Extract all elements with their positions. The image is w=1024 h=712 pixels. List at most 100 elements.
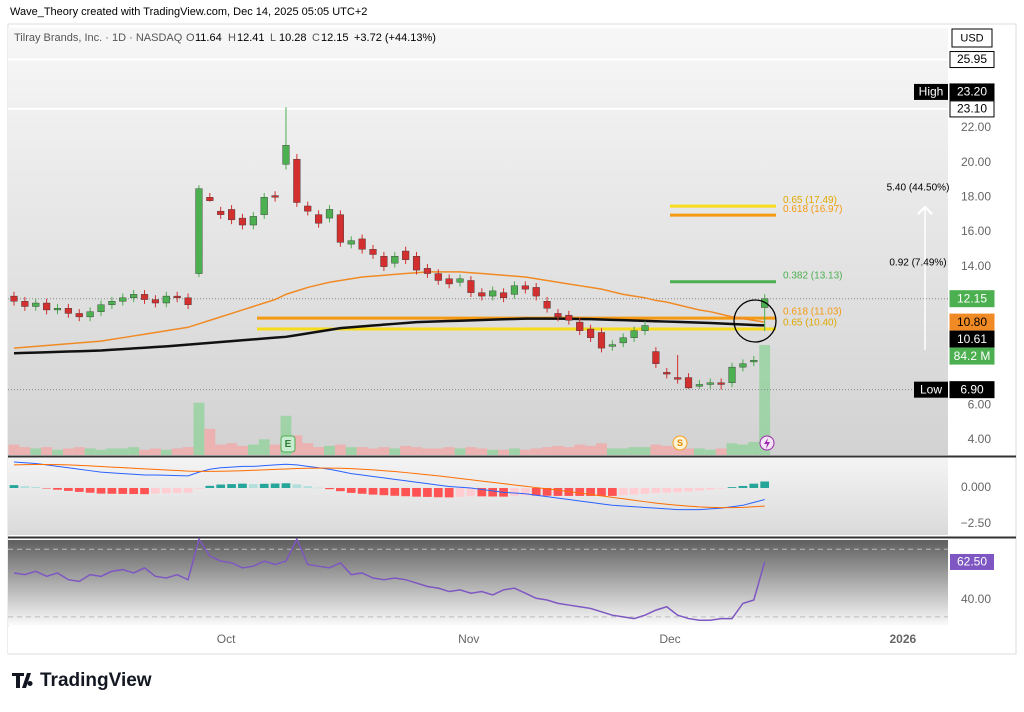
macd-line <box>13 461 765 511</box>
volume-bar <box>552 445 564 455</box>
macd-histogram <box>401 487 411 497</box>
fib-label: 0.618 (16.97) <box>783 204 843 215</box>
candle-body <box>652 351 660 364</box>
macd-histogram <box>74 487 84 492</box>
macd-histogram <box>292 484 302 488</box>
price-pane <box>8 28 948 455</box>
macd-histogram <box>118 487 128 494</box>
volume-bar <box>73 447 85 455</box>
logo-text: TradingView <box>40 670 152 691</box>
volume-bar <box>487 449 499 455</box>
volume-bar <box>193 402 205 455</box>
candle-body <box>162 295 170 304</box>
candle-body <box>130 294 138 299</box>
legend-key: O <box>186 32 195 44</box>
volume-bar <box>389 448 401 455</box>
macd-histogram <box>695 487 704 491</box>
legend-value: 11.64 <box>195 32 222 44</box>
macd-histogram <box>520 487 530 496</box>
candle-body <box>217 210 225 215</box>
candle-body <box>717 382 725 385</box>
candle-body <box>184 297 192 305</box>
event-icon[interactable] <box>280 435 296 453</box>
macd-histogram <box>640 487 650 494</box>
y-tick-label: 0.000 <box>961 480 991 494</box>
candle-body <box>228 209 236 221</box>
rsi-line <box>13 537 766 622</box>
macd-histogram <box>553 487 563 496</box>
candle-body <box>347 240 355 245</box>
volume-bar <box>19 447 31 455</box>
volume-bar <box>226 443 238 455</box>
macd-histogram <box>488 487 498 497</box>
candle-body <box>282 145 290 165</box>
macd-histogram <box>684 487 693 492</box>
x-tick-label: 2026 <box>889 632 916 646</box>
volume-bar <box>269 444 281 455</box>
volume-bar <box>432 448 444 455</box>
price-label: 84.2 M <box>954 349 991 363</box>
candle-body <box>587 328 595 338</box>
price-label-box <box>949 347 995 365</box>
candle-body <box>630 330 638 338</box>
legend: Tilray Brands, Inc. · 1D · NASDAQ O 11.64 H… <box>14 32 436 44</box>
candle-body <box>489 290 497 297</box>
y-tick-label: 18.00 <box>961 189 991 203</box>
macd-histogram <box>651 487 661 494</box>
y-tick-label: 22.00 <box>961 120 991 134</box>
macd-histogram <box>727 487 737 488</box>
macd-histogram <box>716 487 726 489</box>
volume-bar <box>324 445 335 455</box>
macd-histogram <box>673 487 682 493</box>
y-tick-label: 4.00 <box>968 432 992 446</box>
candle-body <box>86 311 94 318</box>
x-axis-strip <box>8 627 948 653</box>
volume-bar <box>465 447 477 455</box>
candle-body <box>75 313 83 318</box>
fib-label: 0.65 (17.49) <box>783 195 837 206</box>
candle-body <box>532 287 540 297</box>
macd-histogram <box>705 487 715 490</box>
macd-histogram <box>749 483 759 488</box>
macd-histogram <box>314 487 323 489</box>
currency: USD <box>960 32 983 44</box>
volume-bar <box>237 445 248 455</box>
volume-bar <box>62 448 74 455</box>
macd-histogram <box>216 484 226 488</box>
candle-body <box>293 158 301 203</box>
macd-histogram <box>466 487 476 497</box>
price-label: 12.15 <box>957 291 987 305</box>
volume-bar <box>617 448 629 455</box>
candle-body <box>304 205 312 212</box>
volume-bar <box>356 447 368 455</box>
macd-histogram <box>760 481 770 488</box>
currency-box <box>951 28 993 48</box>
macd-histogram <box>107 487 117 494</box>
macd-histogram <box>423 487 432 497</box>
volume-bar <box>378 447 390 455</box>
macd-line <box>13 463 765 509</box>
volume-bar <box>650 444 662 455</box>
candle-body <box>434 273 442 281</box>
volume-bar <box>421 448 433 455</box>
macd-histogram <box>303 486 313 488</box>
rsi-label: 62.50 <box>957 555 987 569</box>
macd-histogram <box>248 484 258 488</box>
volume-bar <box>149 448 161 455</box>
volume-bar <box>247 444 259 455</box>
candle-body <box>554 313 562 318</box>
event-icon[interactable] <box>672 435 688 451</box>
candle-body <box>173 295 181 299</box>
candle-body <box>21 301 29 307</box>
macd-histogram <box>738 485 748 488</box>
macd-histogram <box>433 487 443 498</box>
fib-label: 0.382 (13.13) <box>783 270 843 281</box>
macd-histogram <box>477 487 487 497</box>
candle-body <box>565 314 573 321</box>
candle-body <box>119 297 127 302</box>
volume-bar <box>759 345 771 455</box>
macd-histogram <box>281 483 291 488</box>
volume-bar <box>476 448 488 455</box>
volume-bar <box>715 448 727 455</box>
